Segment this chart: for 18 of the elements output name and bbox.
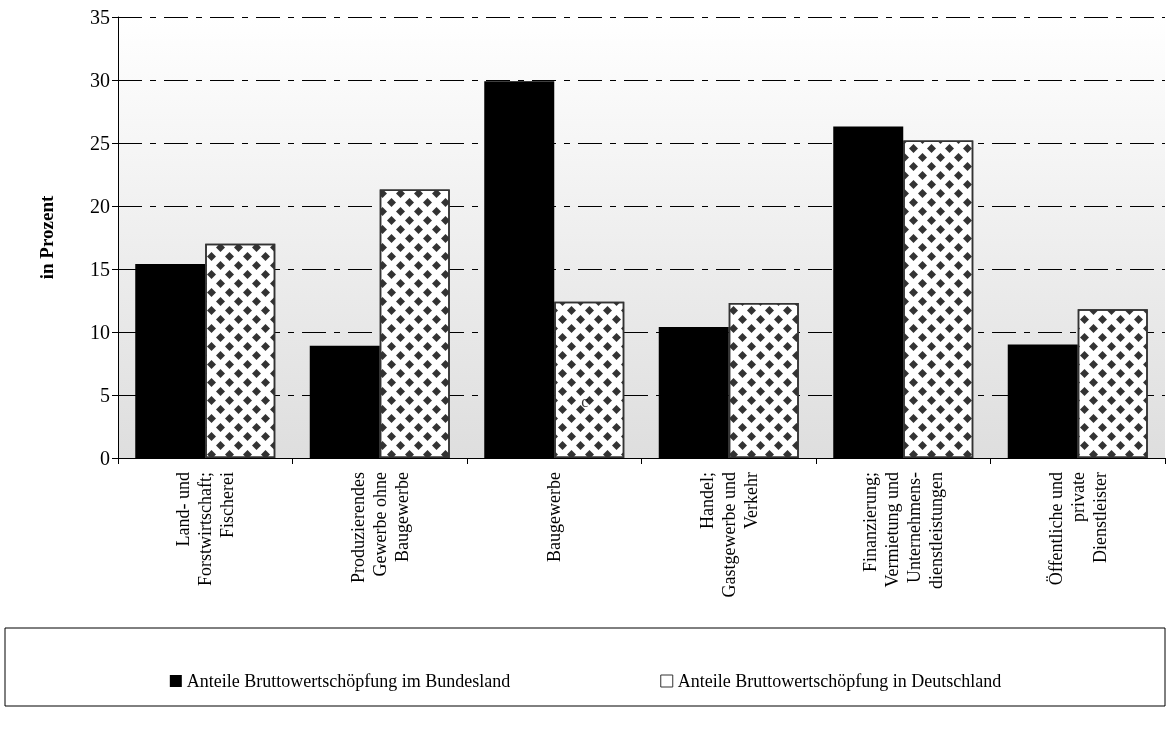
x-tick-label: Land- und Forstwirtschaft; Fischerei bbox=[173, 472, 238, 586]
x-tick-label: Produzierendes Gewerbe ohne Baugewerbe bbox=[347, 471, 412, 583]
y-tick-label: 10 bbox=[90, 321, 110, 343]
x-tick-label: Öffentliche und private Dienstleister bbox=[1045, 472, 1110, 586]
y-axis-title: in Prozent bbox=[36, 195, 57, 280]
legend-label: Anteile Bruttowertschöpfung in Deutschland bbox=[677, 671, 1002, 691]
x-tick-label: Handel; Gastgewerbe und Verkehr bbox=[696, 472, 761, 598]
annotation: c bbox=[581, 392, 589, 410]
y-tick-label: 25 bbox=[90, 132, 110, 154]
x-tick-label: Finanzierung; Vermietung und Unternehmens- dienstleistungen bbox=[860, 472, 947, 589]
y-tick-label: 30 bbox=[90, 69, 110, 91]
y-tick-label: 0 bbox=[100, 447, 110, 469]
y-tick-label: 20 bbox=[90, 195, 110, 217]
y-tick-label: 15 bbox=[90, 258, 110, 280]
legend-label: Anteile Bruttowertschöpfung im Bundesland bbox=[186, 671, 511, 691]
y-tick-label: 5 bbox=[100, 384, 110, 406]
y-tick-label: 35 bbox=[90, 6, 110, 28]
x-tick-label: Baugewerbe bbox=[544, 472, 565, 562]
